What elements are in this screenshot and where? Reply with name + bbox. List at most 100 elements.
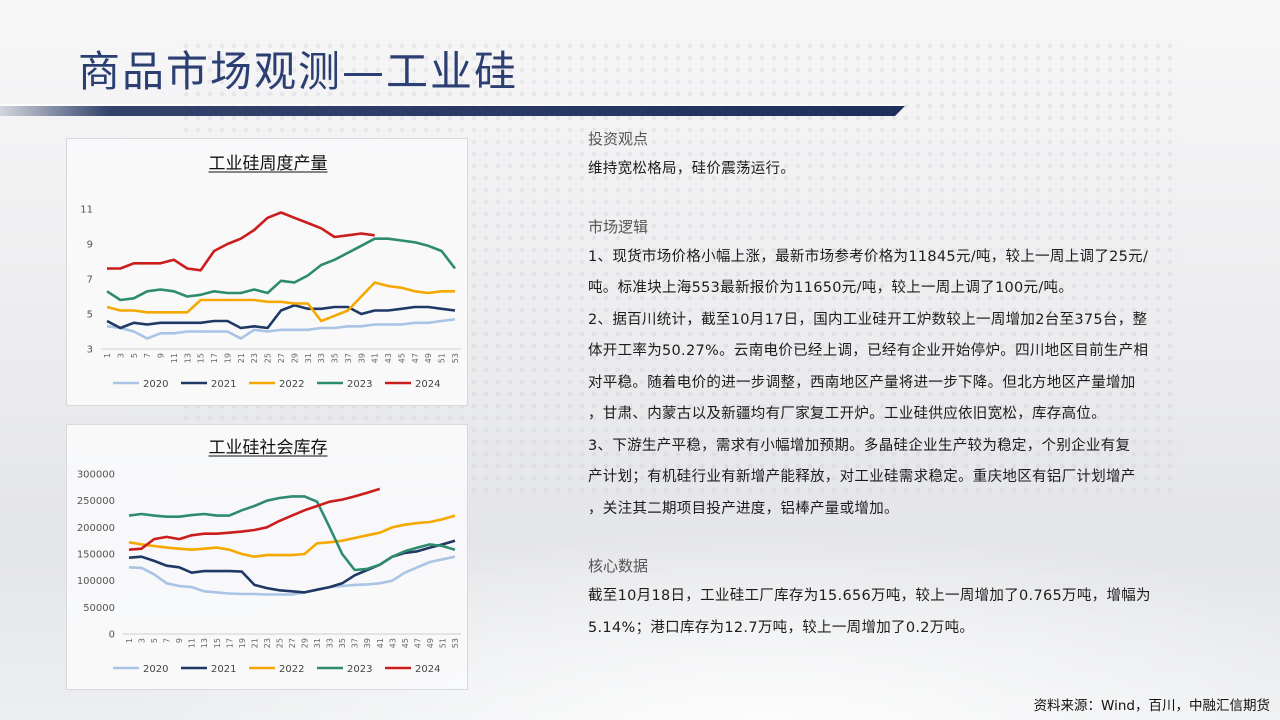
series-line-2021 (106, 304, 456, 330)
legend-label-2020: 2020 (143, 664, 168, 675)
y-tick-label: 300000 (77, 470, 115, 481)
legend-label-2020: 2020 (143, 379, 168, 390)
social-inventory-chart: 工业硅社会库存 0 50000 100000 150000 200000 250000 300… (77, 438, 461, 675)
x-tick-label: 35 (338, 638, 347, 648)
y-tick-label: 250000 (77, 496, 115, 507)
x-tick-label: 29 (290, 353, 299, 363)
x-tick-label: 9 (175, 638, 184, 643)
x-tick-label: 1 (103, 353, 112, 358)
x-tick-label: 23 (263, 638, 272, 648)
x-tick-label: 33 (317, 353, 326, 363)
x-tick-label: 7 (143, 353, 152, 358)
series-line-2020 (128, 555, 456, 596)
x-tick-label: 27 (277, 353, 286, 363)
x-tick-label: 27 (288, 638, 297, 648)
legend-label-2023: 2023 (347, 379, 372, 390)
y-tick-label: 200000 (77, 523, 115, 534)
x-tick-label: 43 (384, 353, 393, 363)
x-tick-label: 19 (238, 638, 247, 648)
y-tick-label: 9 (87, 240, 93, 251)
series-line-2022 (128, 514, 456, 558)
x-tick-label: 5 (130, 353, 139, 358)
x-tick-label: 45 (397, 353, 406, 363)
x-tick-label: 39 (357, 353, 366, 363)
legend-label-2021: 2021 (211, 664, 236, 675)
title-underline-bar (0, 104, 910, 116)
core-data-line1: 截至10月18日，工业硅工厂库存为15.656万吨，较上一周增加了0.765万吨… (588, 588, 1151, 604)
market-logic-p2-line3: 对平稳。随着电价的进一步调整，西南地区产量将进一步下降。但北方地区产量增加 (588, 374, 1136, 391)
x-tick-label: 17 (210, 353, 219, 363)
analysis-text: 投资观点 维持宽松格局，硅价震荡运行。 市场逻辑 1、现货市场价格小幅上涨，最新… (588, 124, 1248, 644)
series-line-2024 (128, 487, 381, 551)
x-tick-label: 15 (213, 638, 222, 648)
x-tick-label: 51 (438, 638, 447, 648)
x-tick-label: 17 (225, 638, 234, 648)
x-tick-label: 43 (388, 638, 397, 648)
x-tick-label: 13 (183, 353, 192, 363)
market-logic-p3-line2: 产计划；有机硅行业有新增产能释放，对工业硅需求稳定。重庆地区有铝厂计划增产 (588, 469, 1136, 485)
legend-label-2024: 2024 (415, 379, 440, 390)
x-tick-label: 51 (438, 353, 447, 363)
y-tick-label: 0 (109, 630, 115, 641)
x-tick-label: 25 (264, 353, 273, 363)
market-logic-p3-line3: ，关注其二期项目投产进度，铝棒产量或增加。 (588, 500, 899, 517)
x-tick-label: 15 (197, 353, 206, 363)
legend-label-2023: 2023 (347, 664, 372, 675)
x-tick-label: 49 (424, 353, 433, 363)
x-tick-label: 47 (413, 638, 422, 648)
core-data-heading: 核心数据 (588, 557, 649, 575)
y-tick-label: 150000 (77, 550, 115, 561)
core-data-line2: 5.14%；港口库存为12.7万吨，较上一周增加了0.2万吨。 (588, 619, 975, 636)
y-tick-label: 5 (87, 310, 93, 321)
series-line-2022 (106, 281, 455, 323)
series-line-2024 (107, 211, 375, 272)
series-line-2023 (106, 237, 457, 302)
y-tick-label: 11 (80, 205, 93, 216)
x-tick-label: 21 (237, 353, 246, 363)
x-tick-label: 45 (401, 638, 410, 648)
market-logic-p2-line2: 体开工率为50.27%。云南电价已经上调，已经有企业开始停炉。四川地区目前生产相 (588, 343, 1149, 359)
chart-title: 工业硅社会库存 (209, 438, 328, 458)
x-tick-label: 53 (451, 353, 460, 363)
chart-panel-social-inventory: 工业硅社会库存 0 50000 100000 150000 200000 250000 300… (66, 424, 468, 690)
y-tick-label: 50000 (83, 603, 115, 614)
x-tick-label: 31 (313, 638, 322, 648)
data-source: 资料来源：Wind，百川，中融汇信期货 (1033, 698, 1270, 714)
x-tick-label: 29 (301, 638, 310, 648)
x-tick-label: 11 (170, 353, 179, 363)
market-logic-heading: 市场逻辑 (588, 217, 649, 236)
x-tick-label: 3 (138, 638, 147, 643)
x-tick-label: 35 (331, 353, 340, 363)
legend-label-2022: 2022 (279, 664, 304, 675)
x-tick-label: 37 (351, 638, 360, 648)
x-tick-label: 1 (125, 638, 134, 643)
legend-label-2021: 2021 (211, 379, 236, 390)
x-tick-label: 19 (223, 353, 232, 363)
x-tick-label: 5 (150, 638, 159, 643)
invest-view-text: 维持宽松格局，硅价震荡运行。 (588, 161, 796, 177)
x-tick-label: 25 (275, 638, 284, 648)
x-tick-label: 3 (116, 353, 125, 358)
x-tick-label: 49 (426, 638, 435, 648)
chart-title: 工业硅周度产量 (209, 154, 328, 174)
market-logic-p2-line1: 2、据百川统计，截至10月17日，国内工业硅开工炉数较上一周增加2台至375台，… (588, 311, 1148, 328)
x-tick-label: 21 (250, 638, 259, 648)
x-tick-label: 53 (451, 638, 460, 648)
legend-label-2024: 2024 (415, 664, 440, 675)
x-tick-label: 31 (304, 353, 313, 363)
series-line-2020 (106, 318, 456, 340)
chart-panel-weekly-output: 工业硅周度产量 3 5 7 9 11 1 3 5 7 9 11 13 15 17 19 21 23 25 27 29 31… (66, 138, 468, 406)
x-tick-label: 41 (371, 353, 380, 363)
y-tick-label: 100000 (77, 576, 115, 587)
y-tick-label: 3 (87, 345, 93, 356)
y-tick-label: 7 (87, 275, 93, 286)
legend-label-2022: 2022 (279, 379, 304, 390)
x-tick-label: 33 (326, 638, 335, 648)
market-logic-p2-line4: ，甘肃、内蒙古以及新疆均有厂家复工开炉。工业硅供应依旧宽松，库存高位。 (588, 406, 1106, 422)
x-tick-label: 13 (200, 638, 209, 648)
x-tick-label: 39 (363, 638, 372, 648)
x-tick-label: 37 (344, 353, 353, 363)
x-tick-label: 41 (376, 638, 385, 648)
x-tick-label: 47 (411, 353, 420, 363)
